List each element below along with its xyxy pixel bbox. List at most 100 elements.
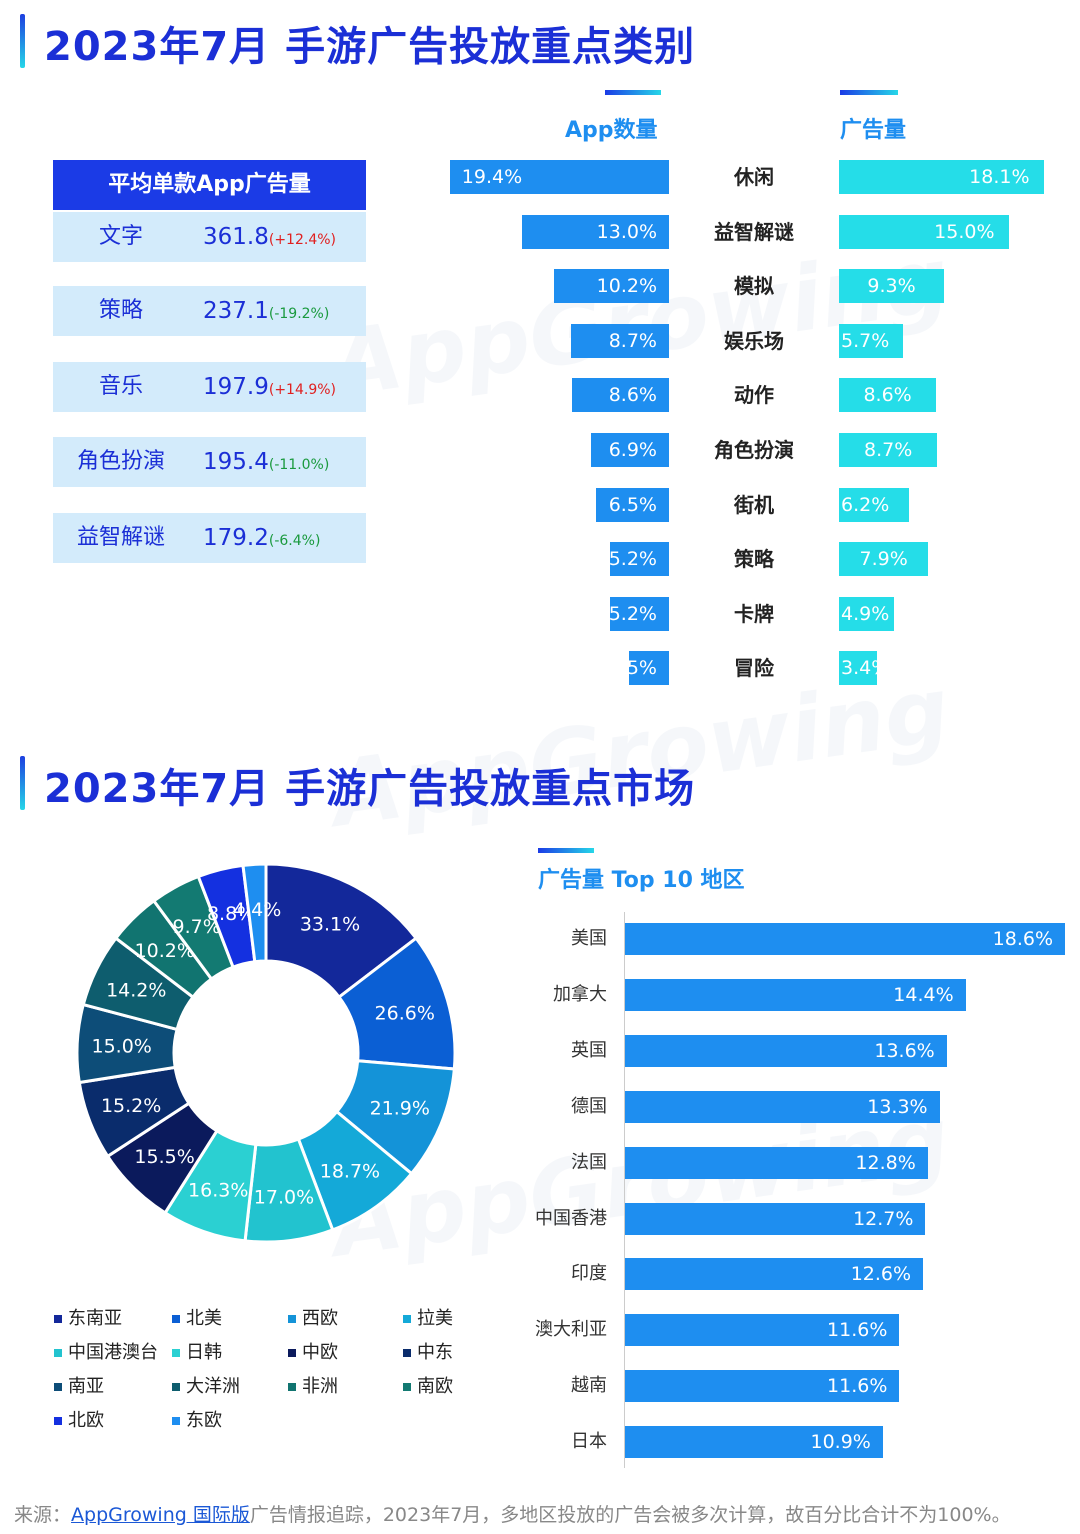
avg-table-row: 益智解谜 179.2(-6.4%) [53,513,366,563]
region-chart-title: 广告量 Top 10 地区 [538,848,745,894]
avg-row-number: 237.1 [203,298,269,324]
legend-label: 非洲 [302,1376,338,1397]
category-label: 动作 [734,383,774,408]
region-value: 11.6% [827,1319,888,1342]
avg-row-category: 音乐 [98,374,143,399]
legend-swatch [54,1383,62,1391]
ad-volume-label: 9.3% [867,275,916,298]
legend-swatch [172,1383,180,1391]
app-count-heading-underline [605,90,661,95]
avg-row-number: 195.4 [203,449,269,475]
legend-item: 南欧 [403,1372,453,1398]
legend-item: 东欧 [172,1406,222,1432]
app-count-bar [522,214,669,249]
legend-item: 北欧 [54,1406,104,1432]
region-value: 12.7% [853,1207,914,1230]
app-count-bar [610,542,669,577]
legend-item: 西欧 [288,1304,338,1330]
donut-slice-label: 15.5% [134,1146,194,1168]
legend-label: 拉美 [417,1308,453,1329]
donut-slice-label: 21.9% [370,1098,430,1120]
donut-slice [264,862,419,1000]
donut-slice [241,862,268,964]
region-label: 加拿大 [553,983,607,1005]
region-chart-title-text: 广告量 Top 10 地区 [538,868,745,893]
section-title-categories: 2023年7月 手游广告投放重点类别 [44,24,696,70]
app-count-label: 8.6% [608,384,657,407]
ad-volume-bar [839,433,938,467]
category-label: 模拟 [734,274,774,299]
section-title-accent [20,14,25,68]
app-count-heading-text: App数量 [565,118,658,143]
legend-label: 东南亚 [68,1308,122,1329]
category-label: 街机 [734,492,774,517]
region-value: 14.4% [893,983,954,1006]
legend-item: 中东 [403,1338,453,1364]
category-label: 策略 [734,547,774,572]
legend-label: 中东 [417,1342,453,1363]
avg-row-value: 197.9(+14.9%) [203,362,336,415]
avg-row-category: 文字 [98,224,143,249]
avg-row-category: 角色扮演 [76,449,165,474]
region-label: 中国香港 [535,1207,607,1229]
footer-link[interactable]: AppGrowing 国际版 [71,1504,250,1526]
app-count-label: 3.5% [608,657,657,680]
category-label: 娱乐场 [724,328,784,353]
ad-volume-heading-text: 广告量 [840,118,907,143]
legend-swatch [172,1315,180,1323]
app-count-bar [591,433,669,467]
avg-row-category: 益智解谜 [76,525,165,550]
ad-volume-bar [839,323,904,358]
region-label: 日本 [571,1431,607,1453]
app-count-heading: App数量 [565,90,661,144]
avg-row-value: 237.1(-19.2%) [203,286,329,339]
legend-item: 日韩 [172,1338,222,1364]
watermark: AppGrowing [325,657,956,848]
legend-swatch [54,1349,62,1357]
donut-slice-label: 18.7% [320,1161,380,1183]
region-label: 美国 [571,928,607,949]
avg-table-row: 音乐 197.9(+14.9%) [53,362,366,412]
legend-swatch [403,1349,411,1357]
ad-volume-bar [839,596,895,631]
footer-source: 来源：AppGrowing 国际版广告情报追踪，2023年7月，多地区投放的广告… [14,1500,1011,1527]
region-bar [625,1146,928,1179]
region-bar [625,978,966,1011]
ad-volume-bar [839,269,945,304]
legend-item: 非洲 [288,1372,338,1398]
ad-volume-bar [839,487,910,522]
region-bar [625,1202,926,1235]
category-label: 卡牌 [734,601,774,626]
region-bar [625,923,1065,955]
legend-item: 拉美 [403,1304,453,1330]
ad-volume-label: 8.7% [864,439,913,461]
legend-label: 东欧 [186,1410,222,1431]
avg-row-value: 361.8(+12.4%) [203,212,336,265]
avg-table-header: 平均单款App广告量 [53,160,366,210]
legend-swatch [288,1383,296,1391]
donut-slice-label: 15.0% [92,1036,152,1058]
legend-label: 中国港澳台 [68,1342,158,1363]
app-count-bar [570,323,669,358]
app-count-label: 10.2% [596,275,657,298]
market-donut-chart: 33.1% 26.6% 21.9% 18.7% 17.0% 16.3% 15.5% 15.2%… [75,862,457,1244]
avg-row-number: 197.9 [203,374,269,400]
ad-volume-bar [839,542,929,577]
donut-slice-label: 10.2% [135,940,195,962]
region-label: 印度 [571,1263,607,1285]
legend-item: 东南亚 [54,1304,122,1330]
donut-slice-label: 33.1% [300,913,360,935]
ad-volume-bar [839,160,1044,194]
avg-row-category: 策略 [98,298,143,323]
region-value: 13.6% [874,1039,935,1062]
region-value: 10.9% [810,1431,871,1454]
ad-volume-label: 5.7% [841,329,890,352]
legend-label: 西欧 [302,1308,338,1329]
donut-slice-label: 17.0% [254,1186,314,1208]
category-label: 休闲 [734,165,774,189]
region-bar [625,1258,924,1291]
legend-swatch [54,1315,62,1323]
donut-slice-label: 8.8% [207,903,255,925]
app-count-label: 8.7% [608,329,657,352]
legend-label: 北美 [186,1308,222,1329]
